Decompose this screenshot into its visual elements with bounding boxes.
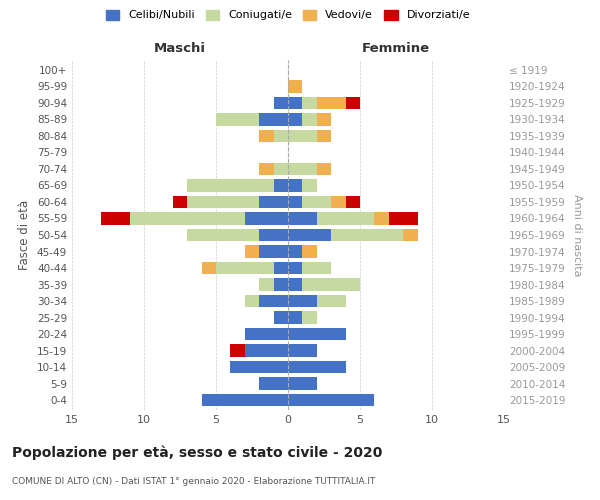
Bar: [403, 229, 418, 241]
Bar: [317, 295, 346, 307]
Bar: [274, 312, 288, 324]
Bar: [288, 163, 317, 175]
Bar: [288, 180, 302, 192]
Bar: [259, 295, 288, 307]
Bar: [288, 361, 346, 374]
Bar: [216, 262, 274, 274]
Bar: [302, 196, 331, 208]
Bar: [374, 212, 389, 224]
Bar: [317, 212, 374, 224]
Bar: [274, 130, 288, 142]
Bar: [245, 295, 259, 307]
Bar: [288, 378, 317, 390]
Bar: [302, 262, 331, 274]
Bar: [302, 246, 317, 258]
Bar: [288, 96, 302, 109]
Bar: [302, 180, 317, 192]
Bar: [173, 196, 187, 208]
Text: COMUNE DI ALTO (CN) - Dati ISTAT 1° gennaio 2020 - Elaborazione TUTTITALIA.IT: COMUNE DI ALTO (CN) - Dati ISTAT 1° genn…: [12, 478, 376, 486]
Bar: [245, 328, 288, 340]
Bar: [288, 328, 346, 340]
Bar: [274, 262, 288, 274]
Text: Popolazione per età, sesso e stato civile - 2020: Popolazione per età, sesso e stato civil…: [12, 445, 382, 460]
Bar: [288, 278, 302, 290]
Bar: [230, 361, 288, 374]
Bar: [187, 229, 259, 241]
Bar: [317, 130, 331, 142]
Bar: [259, 278, 274, 290]
Bar: [288, 196, 302, 208]
Bar: [346, 196, 360, 208]
Bar: [130, 212, 245, 224]
Bar: [288, 229, 331, 241]
Bar: [230, 344, 245, 357]
Bar: [259, 196, 288, 208]
Bar: [302, 312, 317, 324]
Bar: [274, 180, 288, 192]
Bar: [245, 212, 288, 224]
Bar: [274, 96, 288, 109]
Bar: [259, 130, 274, 142]
Bar: [288, 212, 317, 224]
Bar: [317, 96, 346, 109]
Bar: [101, 212, 130, 224]
Bar: [288, 130, 317, 142]
Bar: [274, 278, 288, 290]
Bar: [288, 295, 317, 307]
Bar: [259, 113, 288, 126]
Bar: [187, 196, 259, 208]
Bar: [202, 394, 288, 406]
Bar: [245, 344, 288, 357]
Bar: [245, 246, 259, 258]
Y-axis label: Anni di nascita: Anni di nascita: [572, 194, 582, 276]
Bar: [202, 262, 216, 274]
Bar: [389, 212, 418, 224]
Text: Maschi: Maschi: [154, 42, 206, 55]
Bar: [288, 262, 302, 274]
Bar: [317, 163, 331, 175]
Bar: [216, 113, 259, 126]
Y-axis label: Fasce di età: Fasce di età: [19, 200, 31, 270]
Text: Femmine: Femmine: [362, 42, 430, 55]
Bar: [288, 394, 374, 406]
Bar: [259, 229, 288, 241]
Bar: [331, 196, 346, 208]
Bar: [288, 246, 302, 258]
Legend: Celibi/Nubili, Coniugati/e, Vedovi/e, Divorziati/e: Celibi/Nubili, Coniugati/e, Vedovi/e, Di…: [106, 10, 470, 20]
Bar: [288, 312, 302, 324]
Bar: [259, 246, 288, 258]
Bar: [331, 229, 403, 241]
Bar: [288, 113, 302, 126]
Bar: [288, 80, 302, 92]
Bar: [187, 180, 274, 192]
Bar: [302, 96, 317, 109]
Bar: [346, 96, 360, 109]
Bar: [274, 163, 288, 175]
Bar: [302, 113, 317, 126]
Bar: [317, 113, 331, 126]
Bar: [302, 278, 360, 290]
Bar: [288, 344, 317, 357]
Bar: [259, 163, 274, 175]
Bar: [259, 378, 288, 390]
